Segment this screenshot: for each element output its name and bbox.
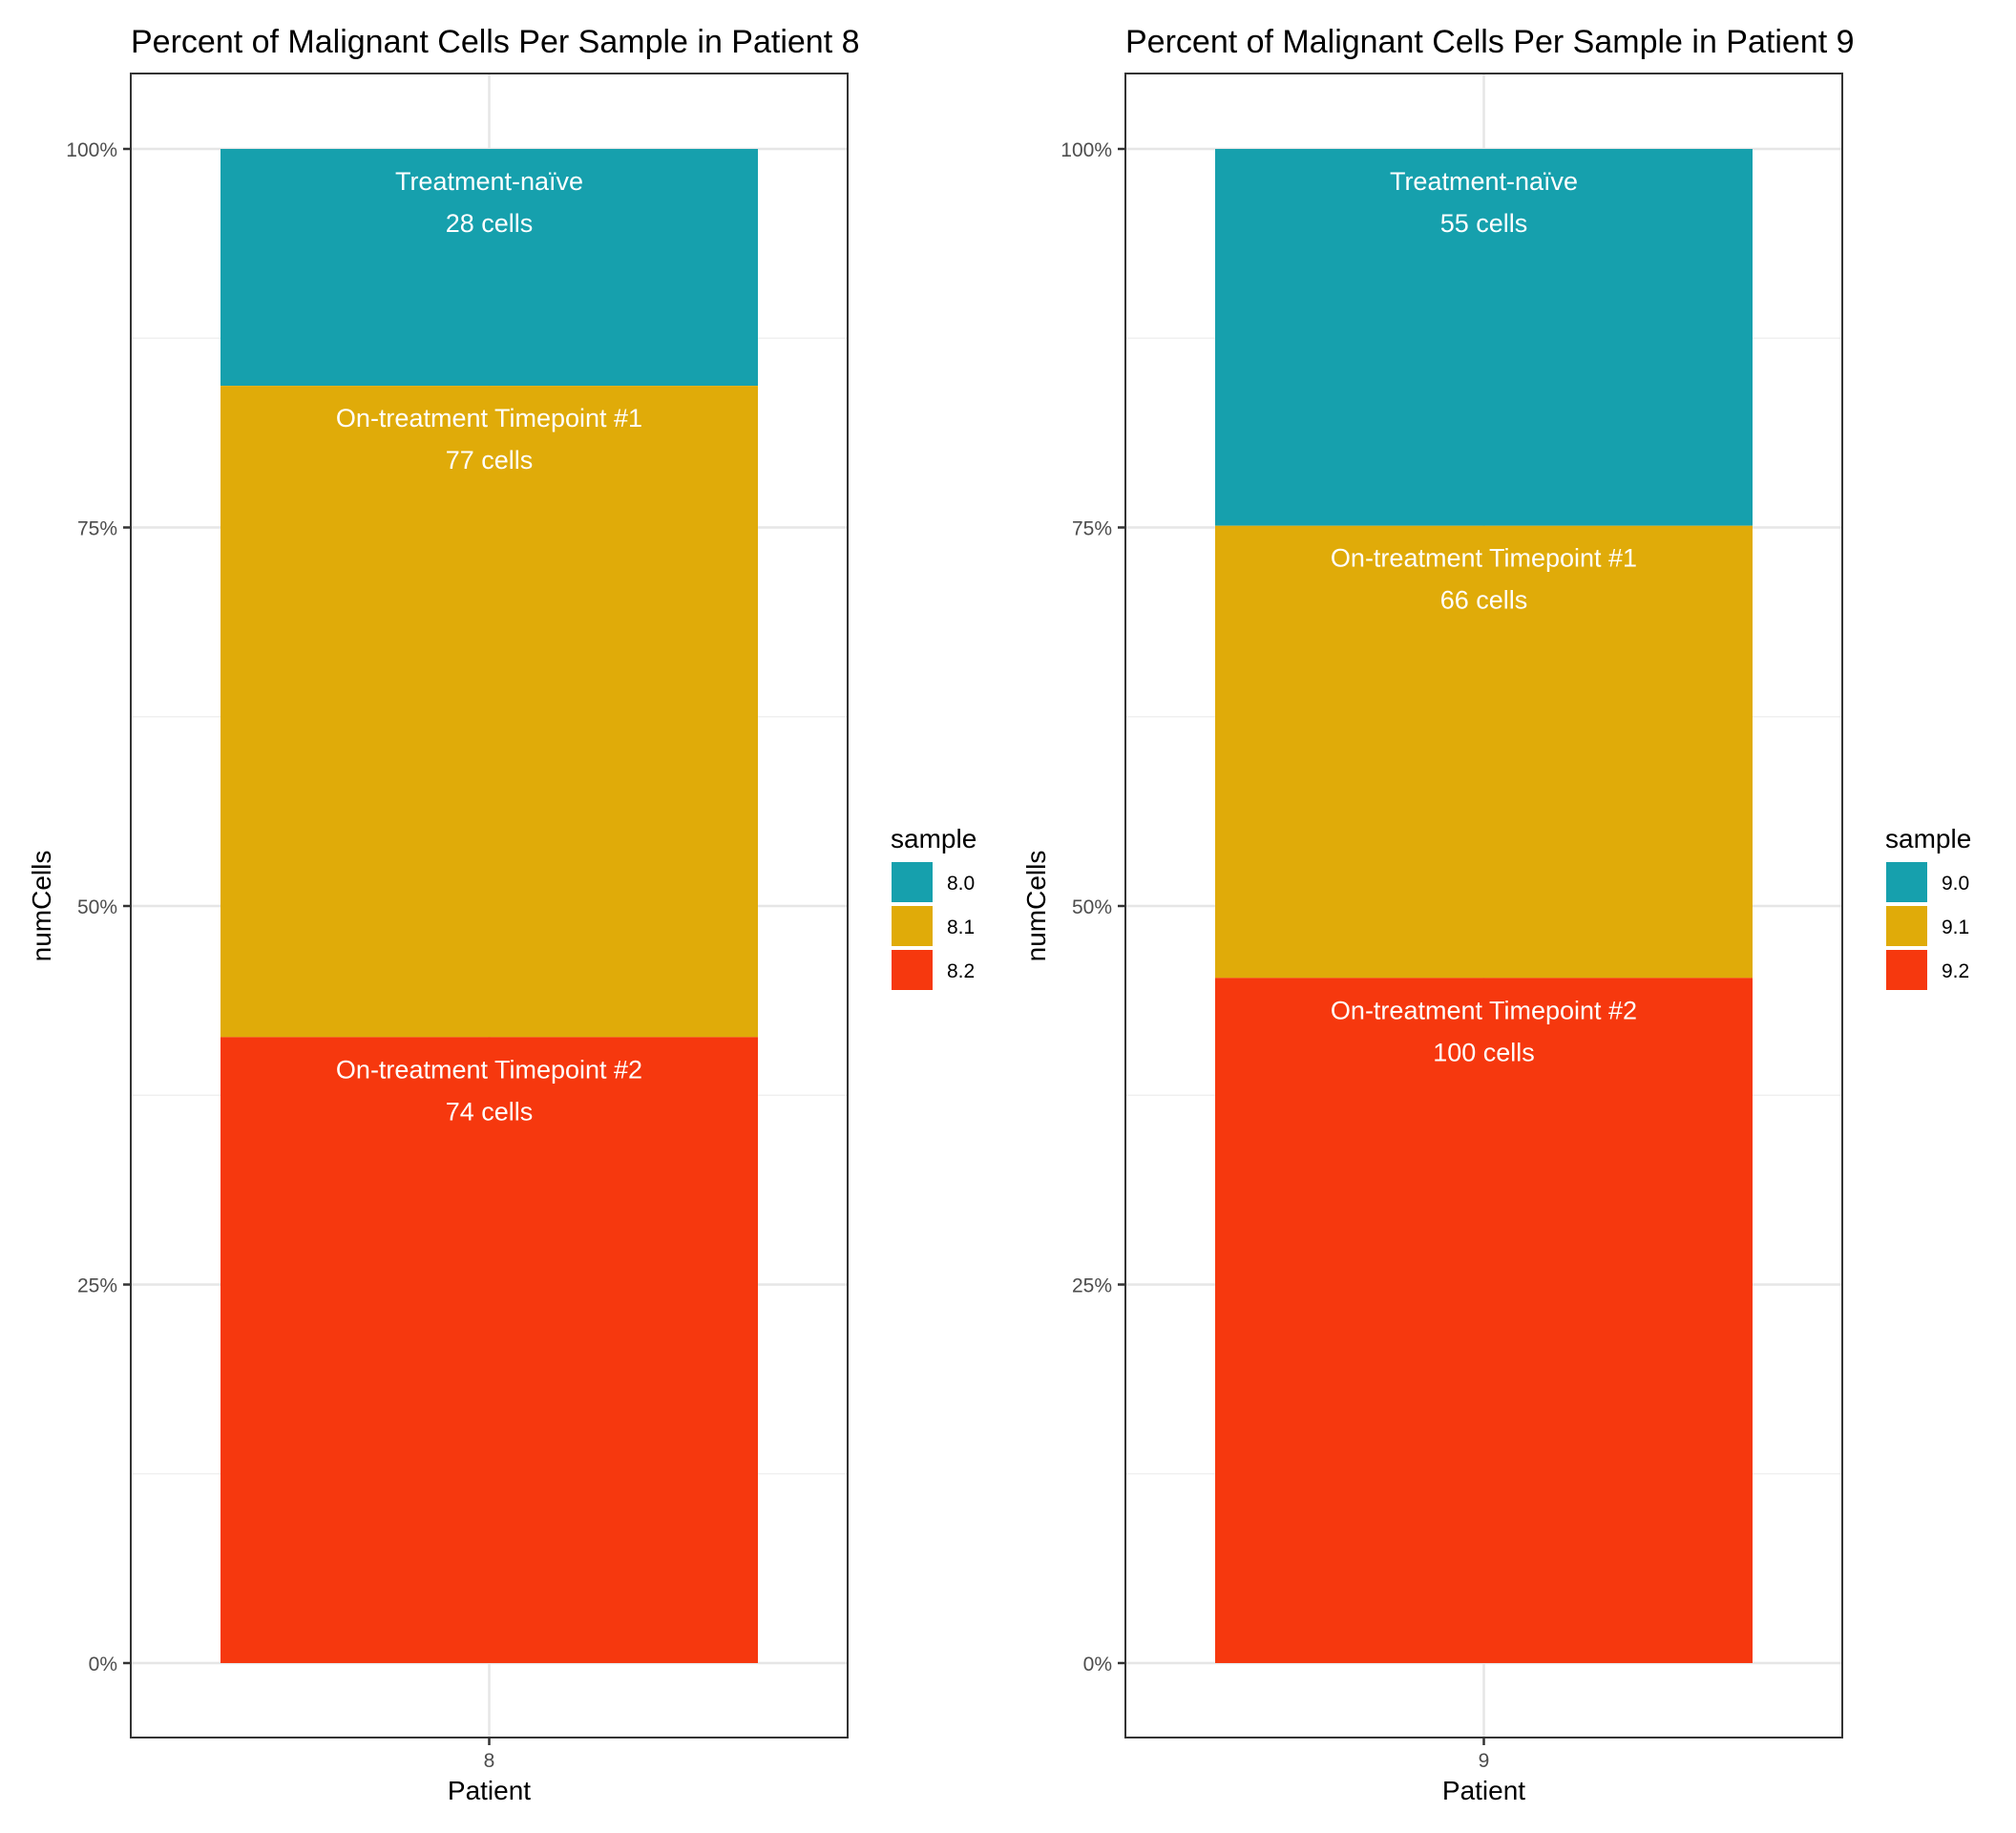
- legend-label: 9.1: [1942, 916, 1969, 938]
- y-tick-label: 25%: [1072, 1275, 1112, 1297]
- bar-label-sample: On-treatment Timepoint #1: [1331, 544, 1637, 573]
- bar-label-count: 77 cells: [446, 446, 534, 474]
- y-tick-label: 75%: [1072, 518, 1112, 540]
- bar-label-sample: On-treatment Timepoint #1: [336, 404, 642, 432]
- bar-label-sample: On-treatment Timepoint #2: [336, 1055, 642, 1084]
- bar-segment-9-0: [1215, 149, 1753, 526]
- legend-swatch-9-2: [1886, 950, 1927, 990]
- legend: sample 9.0 9.1 9.2: [1885, 824, 1971, 990]
- legend-label: 8.1: [947, 916, 975, 938]
- bar-stack: [220, 149, 758, 1663]
- y-tick-label: 75%: [77, 518, 117, 540]
- x-tick-label: 9: [1479, 1750, 1490, 1772]
- chart-title: Percent of Malignant Cells Per Sample in…: [1125, 24, 1855, 60]
- y-tick-label: 100%: [66, 139, 117, 161]
- y-tick-label: 50%: [1072, 896, 1112, 918]
- y-axis-title: numCells: [27, 851, 56, 962]
- legend-swatch-8-1: [892, 906, 933, 946]
- y-tick-label: 0%: [89, 1654, 117, 1675]
- bar-label-count: 28 cells: [446, 209, 534, 238]
- legend-title: sample: [891, 824, 976, 853]
- y-axis-title: numCells: [1021, 851, 1051, 962]
- legend-swatch-8-0: [892, 862, 933, 902]
- bar-label-sample: Treatment-naïve: [1390, 167, 1578, 196]
- legend-swatch-8-2: [892, 950, 933, 990]
- bar-label-count: 55 cells: [1440, 209, 1528, 238]
- bar-segment-9-2: [1215, 978, 1753, 1663]
- chart-panel-patient-9: Percent of Malignant Cells Per Sample in…: [1021, 24, 1971, 1805]
- x-tick-label: 8: [484, 1750, 495, 1772]
- legend-title: sample: [1885, 824, 1971, 853]
- legend-swatch-9-0: [1886, 862, 1927, 902]
- bar-segment-9-1: [1215, 525, 1753, 979]
- bar-segment-8-0: [220, 149, 758, 387]
- legend-label: 8.0: [947, 873, 975, 895]
- bar-label-sample: Treatment-naïve: [395, 167, 583, 196]
- y-tick-label: 50%: [77, 896, 117, 918]
- bar-label-count: 74 cells: [446, 1097, 534, 1126]
- bar-segment-8-2: [220, 1037, 758, 1663]
- bar-label-count: 100 cells: [1433, 1038, 1535, 1066]
- y-tick-label: 0%: [1083, 1654, 1112, 1675]
- bar-label-sample: On-treatment Timepoint #2: [1331, 996, 1637, 1024]
- legend-label: 8.2: [947, 960, 975, 982]
- legend-label: 9.2: [1942, 960, 1969, 982]
- chart-panel-patient-8: Percent of Malignant Cells Per Sample in…: [27, 24, 976, 1805]
- legend-label: 9.0: [1942, 873, 1969, 895]
- bar-label-count: 66 cells: [1440, 586, 1528, 615]
- y-tick-label: 25%: [77, 1275, 117, 1297]
- bar-segment-8-1: [220, 386, 758, 1038]
- legend-swatch-9-1: [1886, 906, 1927, 946]
- x-axis-title: Patient: [1442, 1776, 1525, 1805]
- chart-title: Percent of Malignant Cells Per Sample in…: [131, 24, 860, 60]
- x-axis-title: Patient: [448, 1776, 531, 1805]
- legend: sample 8.0 8.1 8.2: [891, 824, 976, 990]
- bar-stack: [1215, 149, 1753, 1663]
- y-tick-label: 100%: [1060, 139, 1112, 161]
